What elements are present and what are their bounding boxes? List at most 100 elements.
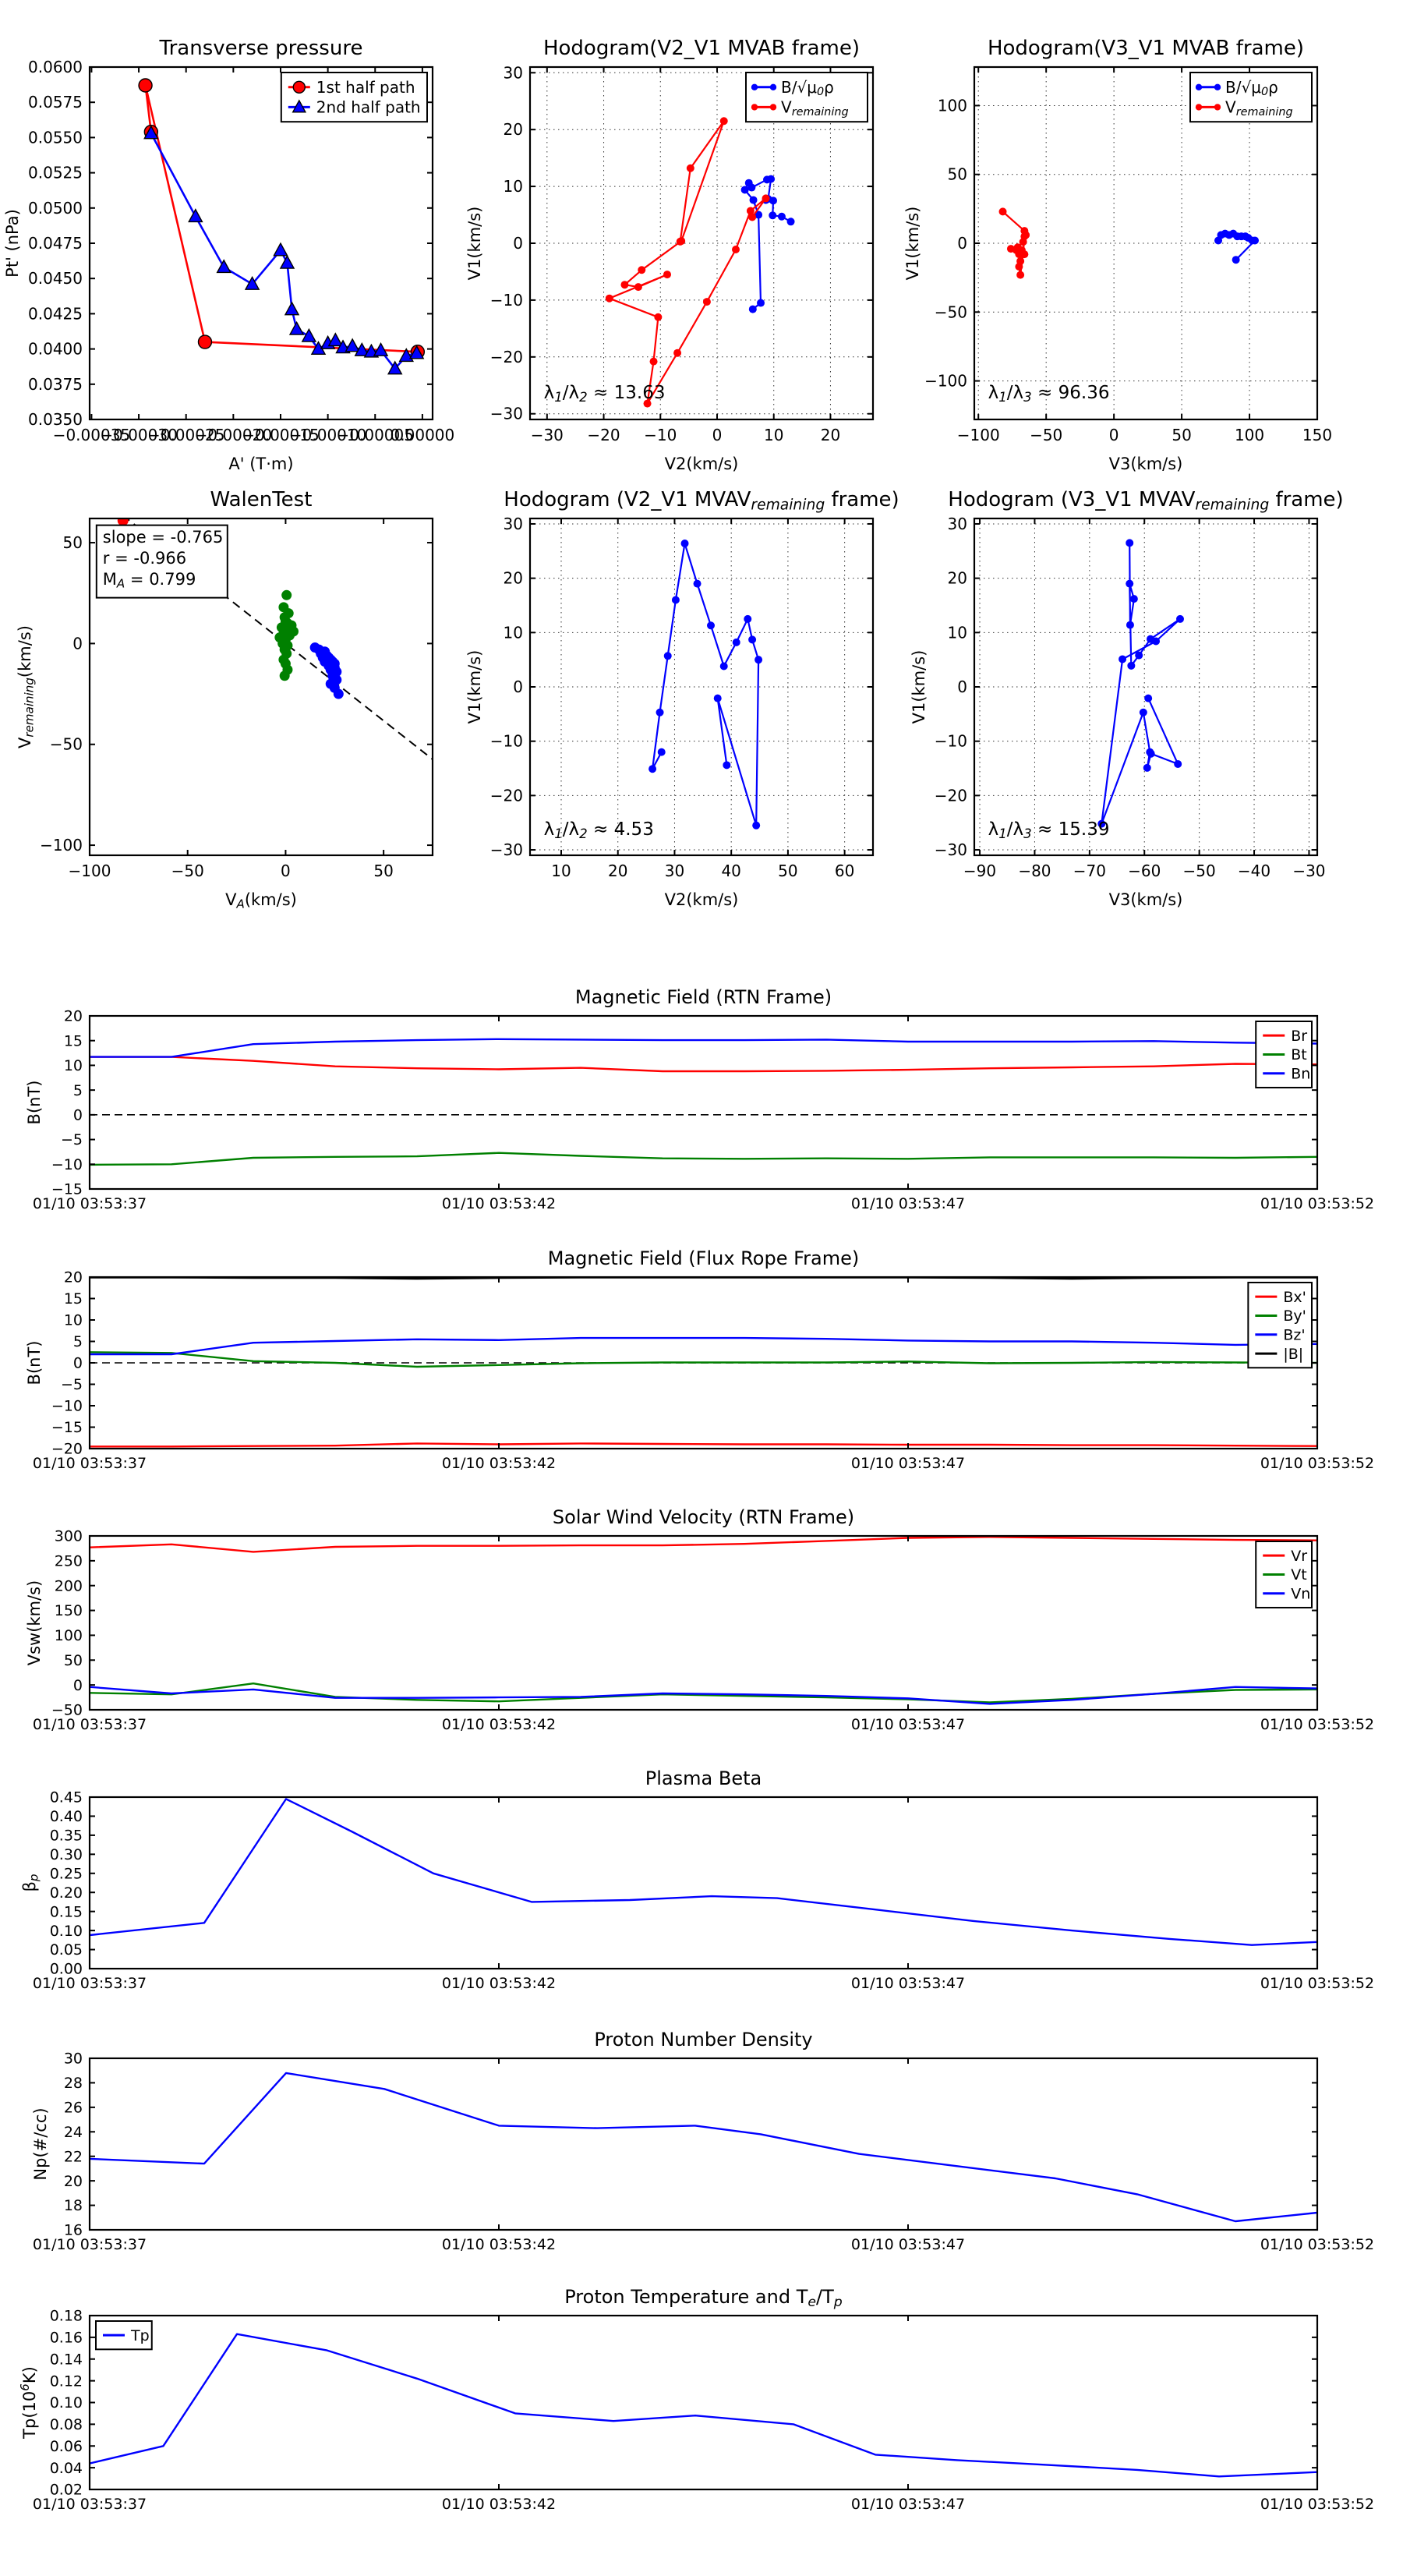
hodogram-v3v1-mvab-ytick: 100 (938, 96, 967, 115)
transverse-pressure-xlabel: A' (T·m) (228, 455, 293, 473)
plasma-beta-ytick: 0.05 (50, 1941, 83, 1959)
hodogram-v2v1-mvav-annotation: λ1/λ2 ≈ 4.53 (544, 819, 654, 841)
plasma-beta-ytick: 0.25 (50, 1865, 83, 1882)
proton-density-ytick: 16 (64, 2222, 83, 2239)
hodogram-v3v1-mvav-annotation: λ1/λ3 ≈ 15.39 (988, 819, 1110, 841)
walen-test-stats-line: MA = 0.799 (103, 570, 196, 591)
vsw-title: Solar Wind Velocity (RTN Frame) (553, 1506, 854, 1528)
vsw-ytick: 100 (55, 1627, 83, 1644)
b-fluxrope-title: Magnetic Field (Flux Rope Frame) (548, 1247, 859, 1269)
hodogram-v2v1-mvav-xtick: 40 (721, 862, 740, 880)
walen-test-xtick: 50 (373, 862, 393, 880)
walen-test-ytick: 50 (63, 533, 83, 552)
walen-test-stats-box (95, 524, 228, 599)
proton-temp-legend-label: Tp (130, 2327, 150, 2344)
walen-test-xtick: 0 (281, 862, 291, 880)
walen-test-xtick: −100 (69, 862, 111, 880)
hodogram-v2v1-mvab-ytick: −10 (490, 291, 523, 310)
b-fluxrope-ytick: 20 (64, 1269, 83, 1286)
proton-temp-xtick: 01/10 03:53:52 (1260, 2496, 1374, 2513)
proton-temp-series-Tp (90, 2333, 1317, 2478)
b-rtn-series-Bn (90, 1038, 1317, 1058)
vsw-ytick: 250 (55, 1553, 83, 1570)
vsw-xtick: 01/10 03:53:42 (442, 1716, 556, 1733)
hodogram-v2v1-mvav-ytick: 10 (504, 623, 523, 642)
hodogram-v2v1-mvab-xtick: −10 (644, 426, 677, 444)
hodogram-v2v1-mvav-ylabel: V1(km/s) (465, 650, 484, 724)
proton-density-ytick: 26 (64, 2100, 83, 2117)
hodogram-v3v1-mvab-title: Hodogram(V3_V1 MVAB frame) (988, 37, 1304, 60)
chart-hodogram-v3v1-mvab: −100 −50 0 50 100 150 −100 −50 0 50 100 Hodogram(V3… (903, 37, 1332, 473)
walen-test-ylabel: Vremaining(km/s) (16, 625, 37, 748)
b-fluxrope-xtick: 01/10 03:53:42 (442, 1455, 556, 1472)
b-fluxrope-legend-label: By' (1283, 1307, 1306, 1325)
plasma-beta-ytick: 0.00 (50, 1961, 83, 1978)
proton-temp-ytick: 0.18 (50, 2308, 83, 2325)
transverse-pressure-ytick: 0.0475 (28, 234, 83, 253)
b-fluxrope-legend-label: Bx' (1283, 1289, 1306, 1306)
vsw-legend-label: Vn (1291, 1585, 1310, 1602)
hodogram-v3v1-mvab-xtick: 50 (1172, 426, 1191, 444)
transverse-pressure-ytick: 0.0575 (28, 93, 83, 111)
b-rtn-ytick: 20 (64, 1008, 83, 1025)
hodogram-v3v1-mvab-xtick: 150 (1302, 426, 1332, 444)
proton-temp-xtick: 01/10 03:53:47 (851, 2496, 965, 2513)
vsw-ytick: 50 (64, 1652, 83, 1669)
proton-temp-xtick: 01/10 03:53:42 (442, 2496, 556, 2513)
b-fluxrope-ylabel: B(nT) (25, 1341, 44, 1385)
hodogram-v3v1-mvab-xtick: 0 (1109, 426, 1119, 444)
hodogram-v3v1-mvab-annotation: λ1/λ3 ≈ 96.36 (988, 383, 1110, 405)
walen-test-stats-line: slope = -0.765 (103, 528, 224, 547)
transverse-pressure-ytick: 0.0400 (28, 340, 83, 359)
b-fluxrope-legend-label: Bz' (1283, 1326, 1305, 1343)
transverse-pressure-xtick: −0.00010 (289, 426, 366, 444)
vsw-ylabel: Vsw(km/s) (25, 1580, 44, 1666)
b-rtn-legend-label: Bt (1291, 1046, 1306, 1063)
b-rtn-legend-label: Bn (1291, 1065, 1310, 1082)
hodogram-v3v1-mvav-xtick: −30 (1292, 862, 1325, 880)
vsw-xtick: 01/10 03:53:47 (851, 1716, 965, 1733)
proton-temp-ytick: 0.08 (50, 2416, 83, 2433)
proton-temp-xtick: 01/10 03:53:37 (33, 2496, 147, 2513)
plasma-beta-plot-area (90, 1797, 1317, 1969)
b-rtn-plot-area (90, 1016, 1317, 1189)
b-rtn-xtick: 01/10 03:53:42 (442, 1195, 556, 1212)
proton-temp-ylabel: Tp(106K) (18, 2366, 39, 2440)
hodogram-v3v1-mvab-ytick: −50 (935, 303, 967, 321)
transverse-pressure-plot-area (90, 67, 433, 419)
chart-plasma-beta: 01/10 03:53:37 01/10 03:53:42 01/10 03:53:… (20, 1767, 1374, 1992)
chart-vsw: 01/10 03:53:37 01/10 03:53:42 01/10 03:53:… (25, 1506, 1374, 1733)
b-rtn-ytick: 5 (73, 1082, 83, 1099)
proton-density-ytick: 24 (64, 2124, 83, 2141)
hodogram-v3v1-mvav-ytick: 30 (948, 515, 967, 533)
hodogram-v2v1-mvav-xlabel: V2(km/s) (665, 890, 739, 909)
b-fluxrope-xtick: 01/10 03:53:52 (1260, 1455, 1374, 1472)
b-fluxrope-ytick: 15 (64, 1290, 83, 1307)
hodogram-v3v1-mvav-xtick: −70 (1073, 862, 1106, 880)
b-fluxrope-ytick: 10 (64, 1312, 83, 1329)
hodogram-v3v1-mvav-ytick: 10 (948, 623, 967, 642)
hodogram-v2v1-mvab-xtick: −20 (587, 426, 620, 444)
hodogram-v3v1-mvab-ylabel: V1(km/s) (903, 207, 922, 281)
hodogram-v3v1-mvab-ytick: 0 (957, 234, 967, 253)
transverse-pressure-ytick: 0.0550 (28, 128, 83, 147)
proton-density-xtick: 01/10 03:53:52 (1260, 2236, 1374, 2253)
hodogram-v2v1-mvab-xtick: 0 (712, 426, 723, 444)
b-fluxrope-ytick: −10 (51, 1398, 83, 1415)
hodogram-v3v1-mvav-ylabel: V1(km/s) (910, 650, 928, 724)
chart-b-rtn: 01/10 03:53:37 01/10 03:53:42 01/10 03:53:… (25, 986, 1374, 1212)
proton-density-ytick: 30 (64, 2051, 83, 2068)
transverse-pressure-ylabel: Pt' (nPa) (3, 209, 22, 278)
b-fluxrope-ytick: −20 (51, 1441, 83, 1458)
hodogram-v3v1-mvab-ytick: −100 (924, 372, 967, 391)
chart-walen-test: −100 −50 0 50 −100 −50 0 50 WalenTest VA(km/s) Vre… (16, 488, 434, 911)
walen-test-ytick: −100 (40, 836, 83, 855)
hodogram-v3v1-mvav-xtick: −80 (1018, 862, 1051, 880)
hodogram-v2v1-mvav-series-B-path (652, 543, 760, 826)
b-fluxrope-legend: Bx'By'Bz' |B| (1247, 1282, 1313, 1369)
vsw-plot-area (90, 1536, 1317, 1710)
b-rtn-series-Br (90, 1056, 1317, 1073)
proton-temp-ytick: 0.02 (50, 2482, 83, 2499)
